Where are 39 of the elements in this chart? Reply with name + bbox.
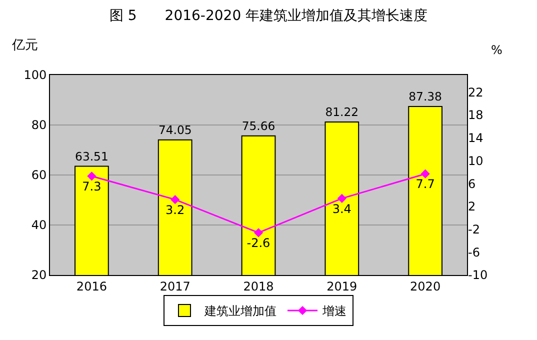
data-label: 3.2	[166, 202, 185, 217]
y-tick-label: 60	[31, 168, 47, 182]
y2-axis-title: %	[491, 43, 502, 57]
y2-tick-label: 18	[468, 108, 484, 122]
point	[420, 169, 430, 178]
legend-label: 增速	[322, 304, 346, 318]
point	[170, 195, 180, 204]
x-tick-label: 2020	[410, 279, 441, 294]
y-tick-label: 40	[31, 218, 47, 232]
y2-tick-label: 6	[468, 176, 476, 191]
point	[87, 172, 96, 181]
y2-tick-label: 10	[468, 154, 484, 168]
y2-tick-label: 22	[468, 85, 484, 100]
y2-tick-label: -10	[468, 268, 488, 282]
y-tick-label: 100	[24, 68, 47, 82]
data-label: 74.05	[158, 122, 192, 137]
y-tick-label: 80	[31, 118, 47, 132]
x-tick-label: 2018	[243, 279, 274, 294]
data-label: 87.38	[408, 90, 442, 104]
legend-label: 建筑业增加值	[204, 304, 276, 318]
y2-tick-label: 14	[468, 131, 484, 146]
data-label: 7.3	[82, 180, 102, 194]
data-label: 7.7	[416, 177, 435, 192]
y-tick-label: 20	[31, 268, 47, 282]
x-tick-label: 2017	[160, 279, 190, 294]
data-label: 63.51	[75, 149, 108, 164]
y-axis-title: 亿元	[11, 38, 38, 53]
y2-tick-label: 2	[468, 200, 476, 214]
data-label: 75.66	[242, 118, 276, 133]
x-tick-label: 2016	[76, 279, 107, 294]
data-label: -2.6	[246, 236, 270, 250]
data-label: 81.22	[325, 105, 359, 120]
y2-tick-label: -6	[468, 245, 480, 260]
chart-title: 图 5 2016-2020 年建筑业增加值及其增长速度	[109, 8, 428, 24]
point	[337, 194, 346, 203]
y2-tick-label: -2	[468, 222, 480, 236]
data-label: 3.4	[332, 202, 352, 216]
point	[254, 228, 264, 238]
x-tick-label: 2019	[326, 279, 358, 294]
